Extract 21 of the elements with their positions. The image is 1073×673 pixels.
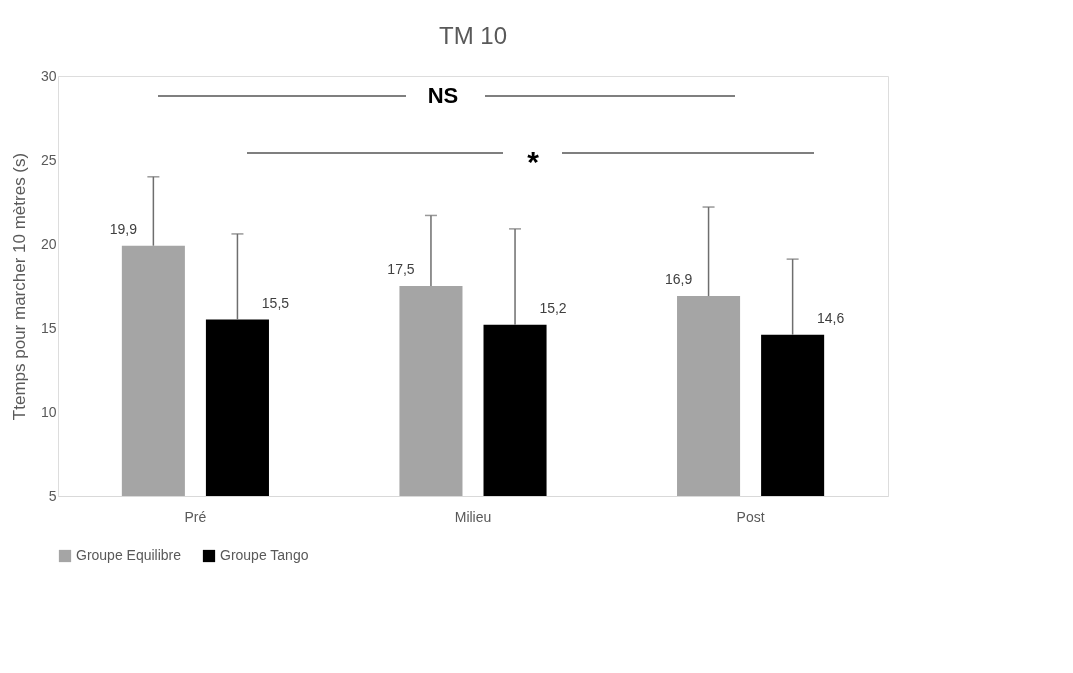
data-label: 15,5 [261, 294, 290, 311]
legend-label: Groupe Tango [220, 547, 309, 563]
annotation: NS [427, 83, 459, 108]
x-tick-label: Milieu [454, 508, 492, 525]
y-tick-label: 20 [40, 235, 57, 252]
data-label: 16,9 [664, 271, 693, 288]
y-axis-title: Ttemps pour marcher 10 mètres (s) [9, 152, 29, 421]
legend-label: Groupe Equilibre [76, 547, 182, 563]
x-tick-label: Pré [184, 508, 207, 525]
chart-title: TM 10 [438, 22, 508, 49]
data-label: 14,6 [817, 309, 845, 326]
y-tick-label: 25 [40, 151, 57, 168]
y-tick-label: 30 [40, 67, 57, 84]
y-tick-label: 5 [48, 487, 57, 504]
x-tick-label: Post [736, 508, 765, 525]
data-label: 17,5 [387, 261, 415, 277]
y-tick-label: 15 [40, 319, 57, 336]
y-tick-label: 10 [40, 403, 57, 420]
annotation: * [527, 145, 540, 178]
data-label: 15,2 [539, 299, 567, 316]
data-label: 19,9 [109, 220, 138, 237]
